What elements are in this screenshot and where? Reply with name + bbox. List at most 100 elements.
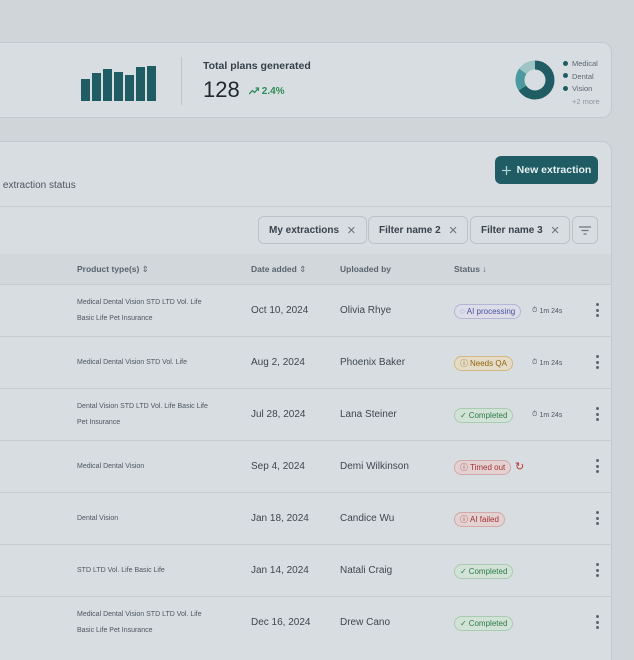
filter-chip-2[interactable]: Filter name 2 × (368, 216, 469, 244)
uploaded-by: Drew Cano (340, 617, 391, 628)
stat-change-value: 2.4% (261, 86, 285, 97)
more-options-icon[interactable] (594, 511, 600, 525)
uploaded-by: Natali Craig (340, 565, 393, 576)
sort-icon: ⇕ (299, 264, 307, 274)
stats-divider (181, 57, 182, 105)
column-header-uploader: Uploaded by (340, 264, 392, 274)
new-extraction-label: New extraction (516, 164, 592, 176)
status-badge: ⓘ Needs QA (454, 356, 513, 371)
stopwatch-icon: ⏱ (532, 307, 538, 314)
status-label: Needs QA (470, 359, 507, 368)
filter-chip-3[interactable]: Filter name 3 × (470, 216, 571, 244)
legend-more: +2 more (572, 96, 600, 106)
product-types: Medical Dental Vision STD LTD Vol. Life B… (77, 295, 227, 327)
more-options-icon[interactable] (594, 407, 600, 421)
status-badge: ✓ Completed (454, 564, 514, 579)
status-badge: ⓘ Timed out (454, 460, 512, 475)
product-line: Medical Dental Vision STD LTD Vol. Life (77, 299, 202, 306)
stat-value: 128 (203, 77, 240, 102)
close-icon[interactable]: × (347, 221, 356, 239)
processing-timer: ⏱ 1m 24s (532, 307, 562, 315)
product-line: Basic Life Pet Insurance (77, 315, 153, 322)
product-types: Dental Vision (77, 511, 227, 527)
mini-bar (92, 73, 101, 101)
product-line: Medical Dental Vision STD LTD Vol. Life (77, 611, 202, 618)
table-row[interactable]: Medical Dental Vision STD LTD Vol. Life B… (0, 596, 611, 648)
extractions-table-card: eir extraction status New extraction My … (0, 141, 612, 660)
stat-label: Total plans generated (203, 60, 311, 72)
arrow-down-icon: ↓ (482, 264, 487, 274)
product-types: STD LTD Vol. Life Basic Life (77, 563, 227, 579)
processing-timer: ⏱ 1m 24s (532, 411, 562, 419)
alert-circle-icon: ⓘ (460, 515, 468, 524)
stopwatch-icon: ⏱ (532, 411, 538, 418)
legend-item: Medical (563, 58, 600, 71)
product-line: Basic Life Pet Insurance (77, 627, 153, 634)
new-extraction-button[interactable]: New extraction (495, 156, 598, 184)
status-label: Completed (468, 619, 508, 628)
status-label: AI processing (466, 307, 516, 316)
spinner-icon: ◌ (460, 307, 465, 316)
product-types: Medical Dental Vision (77, 459, 227, 475)
status-label: Completed (468, 411, 508, 420)
timer-value: 1m 24s (539, 359, 563, 367)
close-icon[interactable]: × (448, 221, 458, 239)
more-options-icon[interactable] (594, 459, 600, 473)
uploaded-by: Demi Wilkinson (340, 461, 409, 472)
date-added: Oct 10, 2024 (251, 305, 309, 316)
status-badge: ✓ Completed (454, 616, 514, 631)
legend-item: Vision (563, 83, 600, 96)
table-header: Product type(s) ⇕ Date added ⇕ Uploaded … (0, 254, 611, 284)
filter-chip-my-extractions[interactable]: My extractions × (258, 216, 367, 244)
uploaded-by: Olivia Rhye (340, 305, 392, 316)
mini-bar (136, 67, 145, 101)
date-added: Sep 4, 2024 (251, 461, 305, 472)
column-header-product[interactable]: Product type(s) ⇕ (77, 264, 149, 274)
filter-button[interactable] (572, 216, 598, 244)
more-options-icon[interactable] (594, 563, 600, 577)
status-label: Completed (468, 567, 508, 576)
date-added: Jan 14, 2024 (251, 565, 309, 576)
status-label: AI failed (470, 515, 499, 524)
check-icon: ✓ (460, 411, 467, 420)
uploaded-by: Phoenix Baker (340, 357, 406, 368)
table-row[interactable]: STD LTD Vol. Life Basic Life Jan 14, 2024… (0, 544, 611, 596)
status-badge: ⓘ AI failed (454, 512, 505, 527)
product-line: Medical Dental Vision (77, 463, 145, 470)
filter-lines-icon (579, 225, 591, 235)
more-options-icon[interactable] (594, 355, 600, 369)
stats-card: Total plans generated 128 2.4% Medical D… (0, 42, 612, 118)
stopwatch-icon: ⏱ (532, 359, 538, 366)
product-line: Pet Insurance (77, 419, 121, 426)
sort-icon: ⇕ (141, 264, 149, 274)
table-row[interactable]: Medical Dental Vision STD Vol. Life Aug 2… (0, 336, 611, 388)
table-row[interactable]: Dental Vision STD LTD Vol. Life Basic Li… (0, 388, 611, 440)
more-options-icon[interactable] (594, 615, 600, 629)
product-types: Dental Vision STD LTD Vol. Life Basic Li… (77, 399, 227, 431)
check-icon: ✓ (460, 567, 467, 576)
mini-bar-chart (81, 65, 156, 101)
timer-value: 1m 24s (539, 411, 563, 419)
table-row[interactable]: Dental Vision Jan 18, 2024 Candice Wu ⓘ AI f… (0, 492, 611, 544)
date-added: Jan 18, 2024 (251, 513, 309, 524)
mini-bar (81, 79, 90, 101)
uploaded-by: Candice Wu (340, 513, 395, 524)
close-icon[interactable]: × (550, 221, 560, 239)
product-line: STD LTD Vol. Life Basic Life (77, 567, 165, 574)
donut-chart (515, 60, 555, 100)
product-types: Medical Dental Vision STD LTD Vol. Life B… (77, 607, 227, 639)
retry-icon[interactable]: ↻ (515, 461, 525, 473)
date-added: Aug 2, 2024 (251, 357, 305, 368)
column-header-status[interactable]: Status ↓ (454, 264, 487, 274)
alert-circle-icon: ⓘ (460, 463, 468, 472)
card-subtitle: eir extraction status (0, 180, 76, 191)
table-row[interactable]: Medical Dental Vision Sep 4, 2024 Demi Wil… (0, 440, 611, 492)
divider (0, 206, 611, 207)
status-badge: ◌ AI processing (454, 304, 522, 319)
mini-bar (114, 72, 123, 101)
plus-icon (501, 165, 511, 175)
stat-change: 2.4% (248, 86, 285, 97)
table-row[interactable]: Medical Dental Vision STD LTD Vol. Life B… (0, 284, 611, 336)
more-options-icon[interactable] (594, 303, 600, 317)
column-header-date[interactable]: Date added ⇕ (251, 264, 307, 274)
